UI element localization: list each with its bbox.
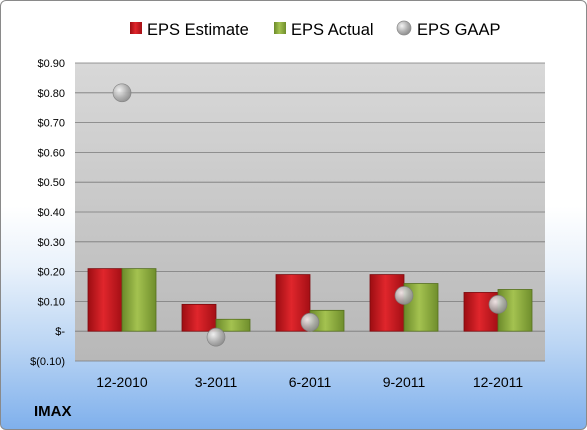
y-tick-label-6: $0.30 [37, 237, 65, 249]
bar-estimate-12-2010 [87, 268, 123, 332]
legend-swatch-eps-actual [274, 22, 286, 34]
x-category-label-9-2011: 9-2011 [383, 374, 426, 390]
point-gaap-3-2011 [206, 327, 226, 347]
y-tick-label-2: $0.70 [37, 118, 65, 130]
x-category-label-12-2011: 12-2011 [473, 374, 524, 390]
x-category-label-3-2011: 3-2011 [195, 374, 238, 390]
point-gaap-6-2011 [300, 312, 320, 332]
x-category-label-12-2010: 12-2010 [96, 374, 148, 390]
bar-estimate-3-2011 [181, 303, 217, 332]
legend-label-eps-actual: EPS Actual [291, 21, 374, 39]
y-tick-label-9: $- [55, 326, 65, 338]
point-gaap-12-2011 [488, 295, 508, 314]
y-tick-label-1: $0.80 [37, 88, 65, 100]
x-category-label-6-2011: 6-2011 [289, 374, 332, 390]
legend-label-eps-gaap: EPS GAAP [417, 21, 500, 39]
x-axis-categories: 12-2010 3-2011 6-2011 9-2011 12-2011 [96, 374, 523, 390]
y-tick-label-10: $(0.10) [30, 356, 65, 368]
bar-actual-12-2010 [121, 268, 157, 332]
legend-swatch-eps-gaap [396, 20, 412, 36]
y-tick-label-4: $0.50 [37, 177, 65, 189]
y-tick-label-8: $0.10 [37, 296, 65, 308]
gaap-points [112, 83, 508, 347]
point-gaap-12-2010 [112, 83, 132, 103]
legend-swatch-eps-estimate [130, 22, 142, 34]
bar-actual-3-2011 [215, 318, 251, 332]
y-tick-label-0: $0.90 [37, 58, 65, 70]
legend: EPS Estimate EPS Actual EPS GAAP [130, 20, 500, 39]
y-axis-ticks: $0.90 $0.80 $0.70 $0.60 $0.50 $0.40 $0.30 $0.20… [30, 58, 65, 368]
y-tick-label-7: $0.20 [37, 267, 65, 279]
brand-label: IMAX [34, 403, 72, 420]
legend-label-eps-estimate: EPS Estimate [147, 21, 249, 39]
y-tick-label-5: $0.40 [37, 207, 65, 219]
point-gaap-9-2011 [394, 286, 414, 305]
y-tick-label-3: $0.60 [37, 147, 65, 159]
